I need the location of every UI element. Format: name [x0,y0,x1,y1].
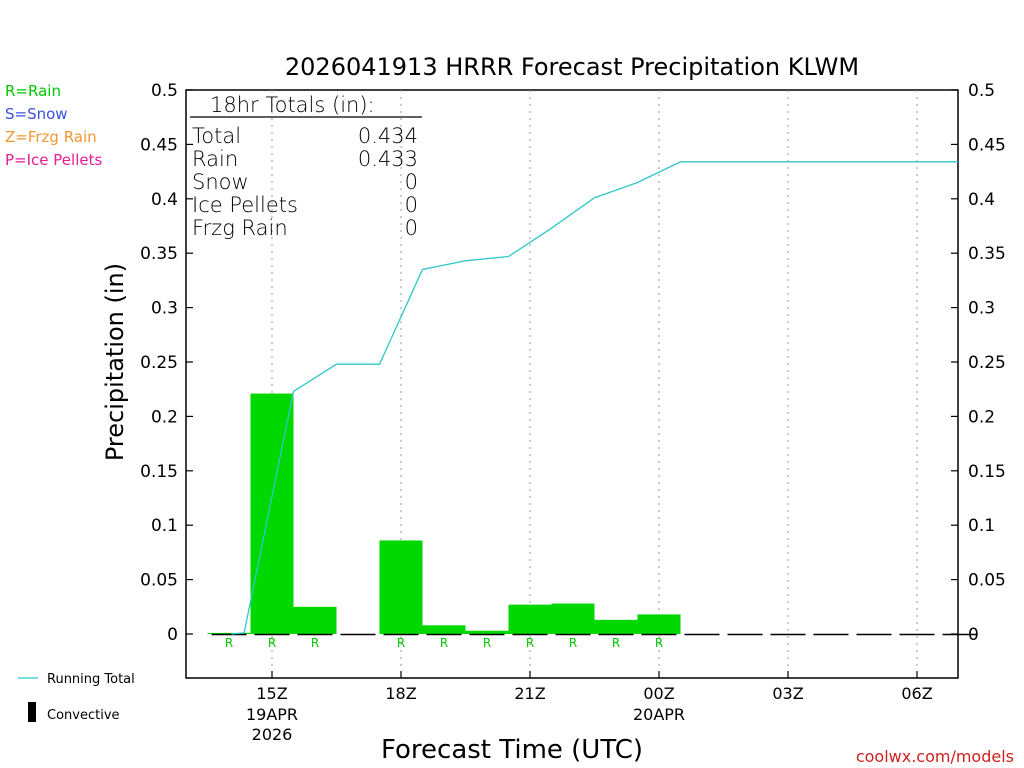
y-tick-label-left: 0.15 [140,462,178,482]
totals-row-label: Snow [192,170,249,194]
y-tick-label-left: 0.2 [151,407,178,427]
ptype-marker: R [397,636,405,650]
rain-bars [207,393,681,634]
rain-bar [594,619,638,634]
ptype-marker: R [655,636,663,650]
x-tick-date-label: 20APR [633,705,685,724]
y-tick-label-right: 0.25 [968,353,1006,373]
rain-bar [465,630,509,634]
rain-bar [637,614,681,634]
totals-row-label: Frzg Rain [192,216,288,240]
y-tick-label-right: 0.1 [968,516,995,536]
rain-bar [250,393,294,634]
ptype-marker: R [526,636,534,650]
x-tick-year-label: 2026 [252,725,293,744]
y-tick-label-left: 0.1 [151,516,178,536]
x-tick-label: 18Z [385,684,416,703]
bottom-legend-label: Convective [47,708,120,723]
running-total-line [231,161,958,635]
totals-box: 18hr Totals (in): Total 0.434 Rain 0.433 Sno… [190,93,422,240]
totals-row-value: 0.434 [358,124,418,148]
rain-bar [422,625,466,634]
x-tick-label: 03Z [772,684,803,703]
y-tick-label-left: 0.25 [140,353,178,373]
rain-bar [207,632,251,634]
ptype-legend-entry: R=Rain [5,82,61,100]
bottom-legend: Running Total Convective [18,672,135,723]
totals-row-label: Total [192,124,241,148]
y-tick-label-right: 0.4 [968,190,995,210]
rain-bar [293,606,337,634]
ptype-marker: R [483,636,491,650]
chart-title: 2026041913 HRRR Forecast Precipitation K… [285,53,859,81]
rain-bar [508,604,552,634]
rain-bar [551,603,595,634]
ptype-legend-entry: S=Snow [5,105,68,123]
totals-heading: 18hr Totals (in): [210,93,375,117]
y-tick-label-right: 0.5 [968,81,995,101]
y-axis-left: 0 0.05 0.1 0.15 0.2 0.25 0.3 0.35 0.4 0.45 0.5 [140,81,193,645]
y-axis-label: Precipitation (in) [101,263,129,461]
bottom-legend-label: Running Total [47,672,135,687]
x-tick-label: 15Z [256,684,287,703]
totals-row-label: Ice Pellets [192,193,298,217]
y-tick-label-right: 0.45 [968,135,1006,155]
precip-type-legend: R=Rain S=Snow Z=Frzg Rain P=Ice Pellets [5,82,102,169]
plot-frame [185,89,959,679]
totals-row-value: 0 [405,216,418,240]
y-tick-label-right: 0.05 [968,571,1006,591]
ptype-marker: R [440,636,448,650]
ptype-marker: R [612,636,620,650]
y-tick-label-right: 0.3 [968,299,995,319]
credit-text: coolwx.com/models [856,747,1014,766]
ptype-marker: R [225,636,233,650]
y-tick-label-right: 0.2 [968,407,995,427]
ptype-legend-entry: Z=Frzg Rain [5,128,97,146]
x-tick-date-label: 19APR [246,705,298,724]
y-axis-right: 00.050.10.150.20.250.30.350.40.450.5 [951,81,1006,645]
y-tick-label-left: 0.4 [151,190,178,210]
ptype-marker: R [569,636,577,650]
vertical-gridlines [271,90,918,678]
x-tick-label: 06Z [901,684,932,703]
y-tick-label-left: 0.05 [140,571,178,591]
y-tick-label-left: 0.3 [151,299,178,319]
x-axis-label: Forecast Time (UTC) [381,735,643,765]
y-tick-label-left: 0.35 [140,244,178,264]
totals-row-label: Rain [192,147,238,171]
y-tick-label-left: 0.45 [140,135,178,155]
x-tick-label: 00Z [643,684,674,703]
y-tick-label-right: 0.15 [968,462,1006,482]
rain-bar [379,540,423,634]
ptype-marker: R [311,636,319,650]
totals-row-value: 0 [405,170,418,194]
legend-convective-swatch [28,702,36,722]
ptype-legend-entry: P=Ice Pellets [5,151,102,169]
totals-row-value: 0.433 [358,147,418,171]
y-tick-label-left: 0.5 [151,81,178,101]
x-tick-label: 21Z [514,684,545,703]
ptype-marker: R [268,636,276,650]
y-tick-label-right: 0.35 [968,244,1006,264]
totals-row-value: 0 [405,193,418,217]
y-tick-label-left: 0 [167,625,178,645]
